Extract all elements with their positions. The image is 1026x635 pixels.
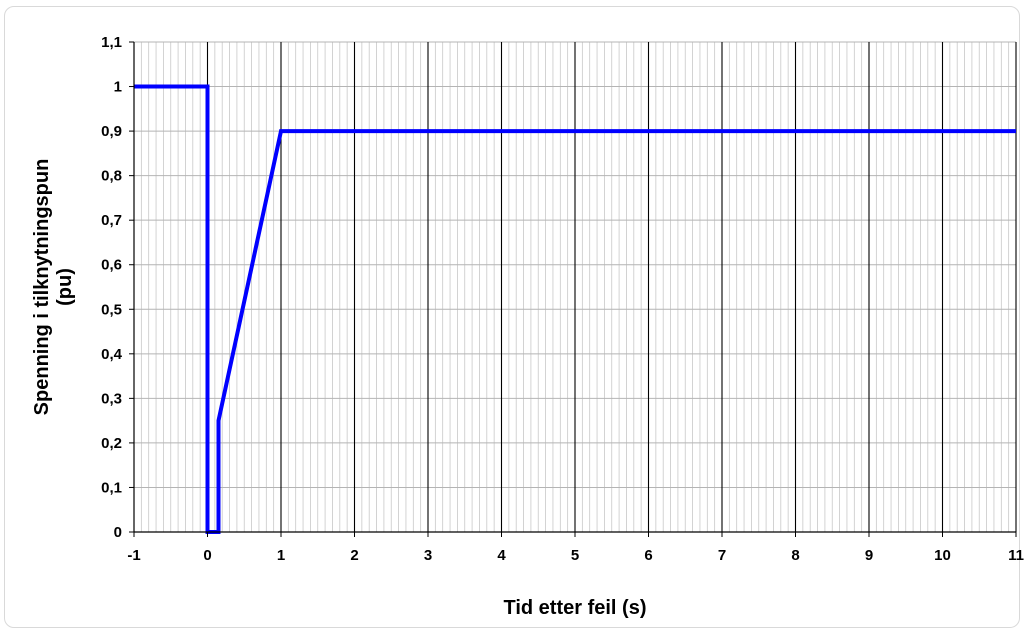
y-tick-label: 1: [114, 79, 122, 96]
minor-grid: [140, 42, 1010, 532]
y-tick-label: 0,5: [101, 301, 122, 318]
y-tick-label: 0,9: [101, 123, 122, 140]
y-axis-title-line-2: (pu): [54, 268, 76, 306]
x-axis-title: Tid etter feil (s): [504, 597, 647, 619]
y-tick-label: 0,4: [101, 346, 123, 363]
x-tick-label: 11: [1008, 547, 1024, 564]
x-tick-label: 9: [865, 547, 873, 564]
x-tick-label: 5: [571, 547, 579, 564]
x-tick-label: 0: [203, 547, 211, 564]
y-tick-label: 0,3: [101, 390, 122, 407]
x-tick-label: 7: [718, 547, 726, 564]
y-tick-label: 0,1: [101, 479, 122, 496]
y-tick-label: 0,7: [101, 212, 122, 229]
y-tick-label: 0,6: [101, 257, 122, 274]
x-tick-label: 6: [644, 547, 652, 564]
y-tick-label: 1,1: [101, 34, 122, 51]
x-tick-label: 2: [350, 547, 358, 564]
y-axis-title-line-1: Spenning i tilknytningspun: [31, 159, 53, 416]
x-tick-label: 4: [497, 547, 506, 564]
x-tick-label: 8: [791, 547, 799, 564]
y-tick-labels: 0 0,1 0,2 0,3 0,4 0,5 0,6 0,7 0,8 0,9 1 1,1: [101, 34, 123, 541]
axis-layer: [129, 41, 1017, 537]
y-tick-label: 0: [114, 524, 122, 541]
x-tick-label: -1: [127, 547, 140, 564]
y-tick-label: 0,2: [101, 435, 122, 452]
y-tick-label: 0,8: [101, 168, 122, 185]
x-tick-label: 1: [277, 547, 285, 564]
x-tick-label: 10: [934, 547, 951, 564]
x-tick-label: 3: [424, 547, 432, 564]
x-tick-labels: -1 0 1 2 3 4 5 6 7 8 9 10 11: [127, 547, 1024, 564]
